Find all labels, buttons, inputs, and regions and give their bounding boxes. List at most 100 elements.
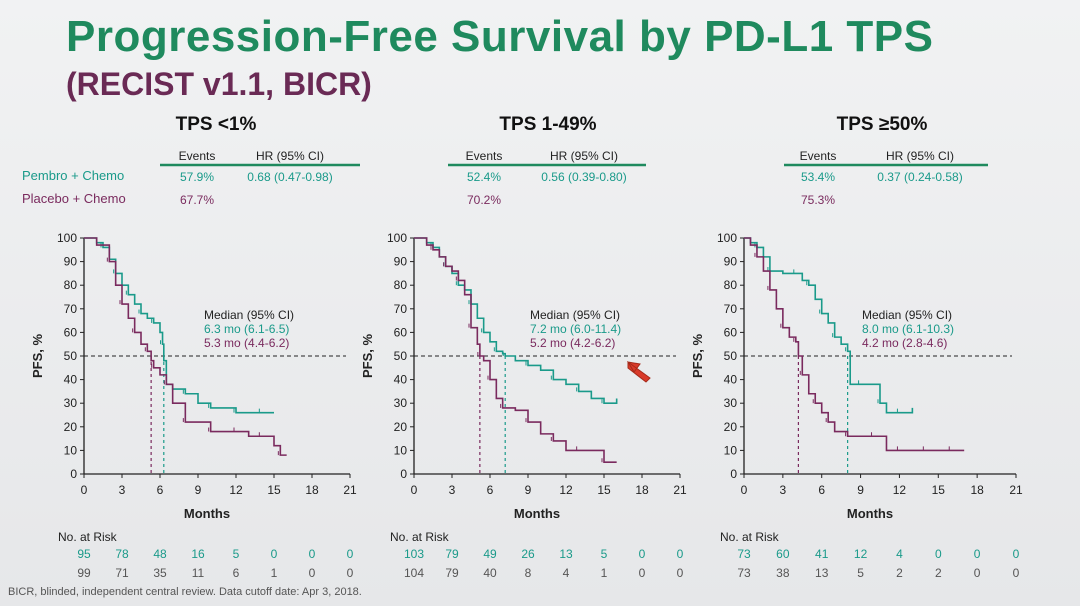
y-tick-label: 90: [64, 255, 78, 269]
at-risk-pembro-value: 12: [854, 547, 868, 561]
at-risk-placebo-value: 0: [677, 566, 684, 580]
y-tick-label: 90: [394, 255, 408, 269]
y-tick-label: 100: [387, 231, 407, 245]
x-tick-label: 6: [818, 483, 825, 497]
x-axis-label: Months: [514, 506, 560, 521]
km-curve-placebo: [744, 237, 965, 452]
y-tick-label: 10: [64, 443, 78, 457]
km-panel-3: TPS ≥50%Events HR (95% CI) 53.4% 0.37 (0.24…: [690, 114, 1023, 580]
km-panel-2: TPS 1-49% Events HR (95% CI) 52.4% 0.56 (0.3…: [360, 114, 687, 580]
legend-placebo: Placebo + Chemo: [22, 191, 126, 206]
events-header: Events: [466, 149, 503, 163]
panel-title: TPS 1-49%: [499, 114, 596, 135]
x-tick-label: 18: [635, 483, 649, 497]
x-tick-label: 15: [932, 483, 946, 497]
at-risk-placebo-value: 0: [347, 566, 354, 580]
panel-title: TPS <1%: [176, 114, 257, 135]
y-tick-label: 20: [64, 420, 78, 434]
median-title: Median (95% CI): [862, 308, 952, 322]
x-tick-label: 9: [525, 483, 532, 497]
at-risk-title: No. at Risk: [58, 530, 118, 544]
median-placebo: 5.2 mo (4.2-6.2): [530, 336, 615, 350]
at-risk-pembro-value: 4: [896, 547, 903, 561]
hr-pembro: 0.37 (0.24-0.58): [877, 170, 962, 184]
median-pembro: 6.3 mo (6.1-6.5): [204, 322, 289, 336]
x-tick-label: 3: [449, 483, 456, 497]
page-subtitle: (RECIST v1.1, BICR): [66, 66, 372, 102]
at-risk-placebo-value: 73: [737, 566, 751, 580]
events-pembro: 53.4%: [801, 170, 835, 184]
pointer-arrow-icon: [627, 361, 651, 383]
at-risk-placebo-value: 0: [639, 566, 646, 580]
at-risk-pembro-value: 48: [153, 547, 167, 561]
y-tick-label: 0: [70, 467, 77, 481]
events-pembro: 57.9%: [180, 170, 214, 184]
at-risk-pembro-value: 103: [404, 547, 424, 561]
y-tick-label: 60: [64, 325, 78, 339]
y-tick-label: 70: [394, 302, 408, 316]
y-tick-label: 40: [724, 373, 738, 387]
panel-title: TPS ≥50%: [837, 114, 928, 135]
x-tick-label: 0: [741, 483, 748, 497]
hr-header: HR (95% CI): [256, 149, 324, 163]
median-pembro: 8.0 mo (6.1-10.3): [862, 322, 954, 336]
at-risk-placebo-value: 104: [404, 566, 424, 580]
at-risk-placebo-value: 99: [77, 566, 91, 580]
x-tick-label: 6: [487, 483, 494, 497]
y-tick-label: 100: [57, 231, 77, 245]
at-risk-pembro-value: 5: [233, 547, 240, 561]
at-risk-pembro-value: 0: [974, 547, 981, 561]
y-axis-label: PFS, %: [690, 334, 705, 379]
y-tick-label: 30: [724, 396, 738, 410]
km-curve-pembro: [744, 237, 914, 414]
at-risk-placebo-value: 2: [935, 566, 942, 580]
legend-pembro: Pembro + Chemo: [22, 168, 124, 183]
at-risk-pembro-value: 79: [445, 547, 459, 561]
x-tick-label: 9: [195, 483, 202, 497]
at-risk-placebo-value: 8: [525, 566, 532, 580]
y-axis-label: PFS, %: [360, 334, 375, 379]
events-placebo: 75.3%: [801, 193, 835, 207]
at-risk-placebo-value: 0: [309, 566, 316, 580]
km-curve-placebo: [84, 237, 287, 456]
x-tick-label: 0: [411, 483, 418, 497]
x-axis-label: Months: [184, 506, 230, 521]
events-placebo: 70.2%: [467, 193, 501, 207]
y-tick-label: 50: [64, 349, 78, 363]
at-risk-pembro-value: 78: [115, 547, 129, 561]
x-tick-label: 21: [343, 483, 357, 497]
x-tick-label: 15: [267, 483, 281, 497]
x-tick-label: 21: [673, 483, 687, 497]
at-risk-placebo-value: 1: [271, 566, 278, 580]
median-placebo: 4.2 mo (2.8-4.6): [862, 336, 947, 350]
hr-pembro: 0.68 (0.47-0.98): [247, 170, 332, 184]
y-tick-label: 10: [394, 443, 408, 457]
at-risk-pembro-value: 0: [347, 547, 354, 561]
at-risk-pembro-value: 0: [935, 547, 942, 561]
events-header: Events: [800, 149, 837, 163]
at-risk-pembro-value: 0: [639, 547, 646, 561]
median-placebo: 5.3 mo (4.4-6.2): [204, 336, 289, 350]
at-risk-placebo-value: 6: [233, 566, 240, 580]
at-risk-pembro-value: 0: [271, 547, 278, 561]
x-tick-label: 21: [1009, 483, 1023, 497]
x-axis-label: Months: [847, 506, 893, 521]
x-tick-label: 18: [305, 483, 319, 497]
at-risk-pembro-value: 26: [521, 547, 535, 561]
km-curve-pembro: [84, 237, 274, 414]
at-risk-placebo-value: 4: [563, 566, 570, 580]
at-risk-placebo-value: 0: [974, 566, 981, 580]
x-tick-label: 6: [157, 483, 164, 497]
y-tick-label: 100: [717, 231, 737, 245]
y-tick-label: 60: [394, 325, 408, 339]
footnote: BICR, blinded, independent central revie…: [8, 586, 362, 598]
y-axis-label: PFS, %: [30, 334, 45, 379]
y-tick-label: 40: [64, 373, 78, 387]
y-tick-label: 20: [724, 420, 738, 434]
y-tick-label: 60: [724, 325, 738, 339]
hr-header: HR (95% CI): [550, 149, 618, 163]
at-risk-title: No. at Risk: [720, 530, 780, 544]
at-risk-pembro-value: 95: [77, 547, 91, 561]
events-placebo: 67.7%: [180, 193, 214, 207]
